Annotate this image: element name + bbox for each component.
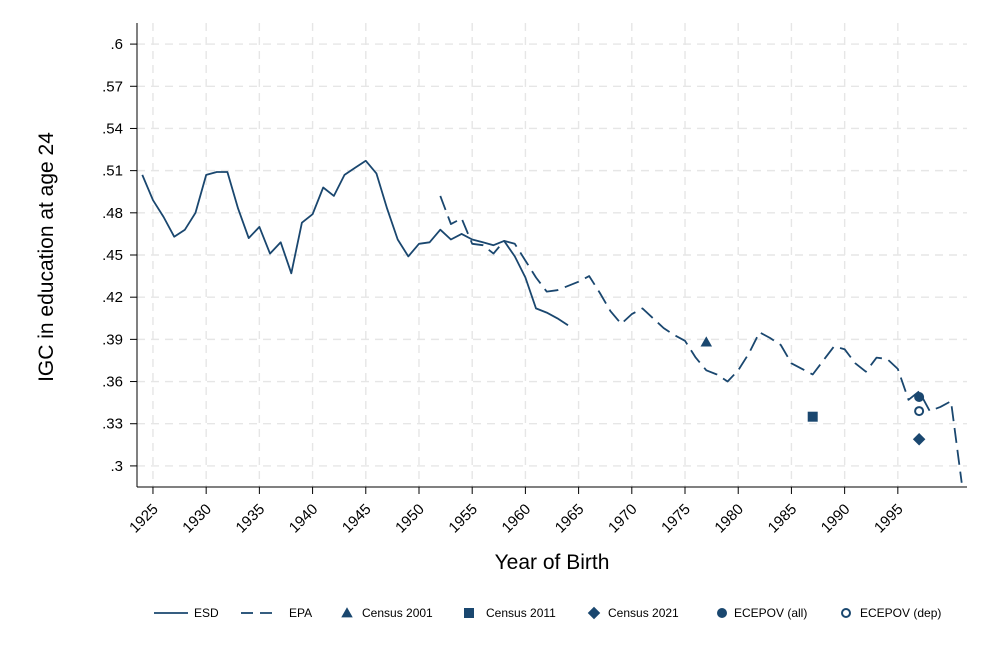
legend-label-census-2011: Census 2011 bbox=[486, 606, 556, 620]
legend-label-ecepov-dep: ECEPOV (dep) bbox=[860, 606, 941, 620]
series-line-epa bbox=[439, 195, 963, 483]
y-tick-label: .51 bbox=[102, 163, 123, 180]
y-ticks: .3 .33 .36 .39 .42 .45 .48 .51 .54 .57 .6 bbox=[102, 36, 137, 475]
series-line-esd bbox=[141, 159, 569, 327]
legend-label-ecepov-all: ECEPOV (all) bbox=[734, 606, 807, 620]
gridlines bbox=[137, 23, 967, 487]
marker-ecepov-dep bbox=[914, 406, 925, 417]
y-tick-label: .45 bbox=[102, 247, 123, 264]
legend-symbol-ecepov-all bbox=[717, 608, 727, 618]
y-tick-label: .42 bbox=[102, 289, 123, 306]
y-tick-label: .48 bbox=[102, 205, 123, 222]
y-tick-label: .54 bbox=[102, 120, 123, 137]
x-axis-title: Year of Birth bbox=[495, 551, 610, 574]
marker-census-2021 bbox=[912, 432, 926, 446]
marker-census-2011 bbox=[807, 411, 818, 422]
legend-symbol-census-2021 bbox=[587, 606, 601, 620]
y-tick-label: .33 bbox=[102, 416, 123, 433]
legend-label-census-2021: Census 2021 bbox=[608, 606, 679, 620]
legend-label-esd: ESD bbox=[194, 606, 219, 620]
y-axis-title: IGC in education at age 24 bbox=[35, 132, 58, 382]
legend-symbol-census-2001 bbox=[341, 607, 353, 618]
y-tick-label: .3 bbox=[110, 458, 123, 475]
y-tick-label: .36 bbox=[102, 374, 123, 391]
marker-ecepov-all bbox=[914, 392, 925, 403]
series-lines bbox=[141, 159, 963, 483]
legend-symbol-ecepov-dep bbox=[841, 608, 851, 618]
legend-label-epa: EPA bbox=[289, 606, 312, 620]
point-markers bbox=[700, 336, 926, 446]
legend-symbol-census-2011 bbox=[464, 608, 474, 618]
marker-census-2001 bbox=[700, 336, 713, 347]
y-tick-label: .6 bbox=[110, 36, 123, 53]
legend: ESD EPA Census 2001 Census 2011 Census 2021 E… bbox=[154, 606, 941, 620]
legend-label-census-2001: Census 2001 bbox=[362, 606, 433, 620]
y-tick-label: .39 bbox=[102, 331, 123, 348]
y-tick-label: .57 bbox=[102, 78, 123, 95]
